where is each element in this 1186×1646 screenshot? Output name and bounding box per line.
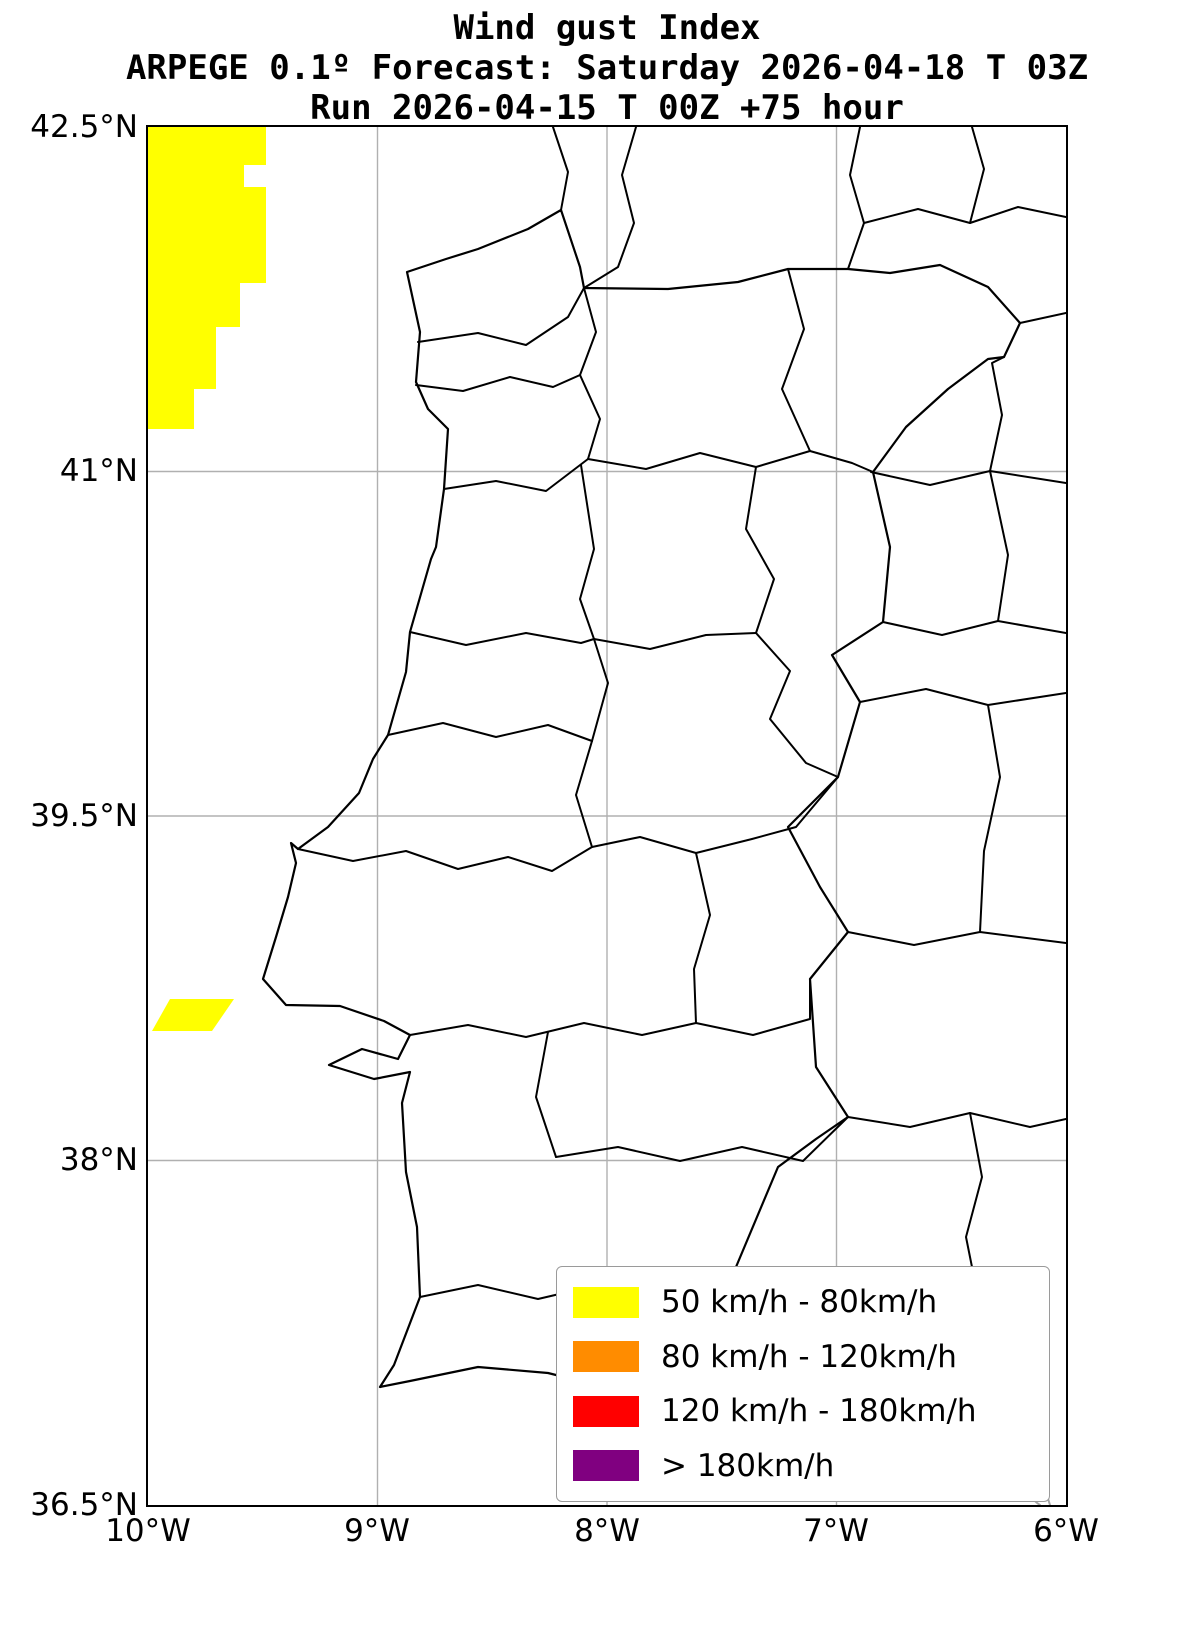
wind-gust-area-northwest — [148, 127, 266, 429]
chart-subtitle-run: Run 2026-04-15 T 00Z +75 hour — [310, 88, 904, 128]
legend-swatch-red — [573, 1395, 639, 1427]
wind-gust-area-west — [152, 999, 234, 1031]
x-tick-label-10w: 10°W — [105, 1513, 191, 1549]
legend-item: 80 km/h - 120km/h — [573, 1339, 1039, 1375]
map-plot-area: 50 km/h - 80km/h 80 km/h - 120km/h 120 k… — [146, 125, 1068, 1507]
y-tick-label-41n: 41°N — [59, 453, 138, 489]
portugal-district-borders — [297, 268, 874, 1300]
legend-swatch-yellow — [573, 1286, 639, 1318]
chart-title-block: Wind gust Index ARPEGE 0.1º Forecast: Sa… — [126, 8, 1088, 128]
legend-swatch-purple — [573, 1450, 639, 1482]
chart-title: Wind gust Index — [453, 8, 761, 48]
chart-subtitle-forecast: ARPEGE 0.1º Forecast: Saturday 2026-04-1… — [125, 48, 1089, 88]
legend-label: 80 km/h - 120km/h — [661, 1338, 957, 1375]
x-tick-label-8w: 8°W — [574, 1513, 640, 1549]
latlon-gridlines — [148, 127, 1066, 1505]
portugal-outline — [261, 208, 1022, 1395]
wind-gust-shaded-areas — [148, 127, 266, 1031]
legend-item: > 180km/h — [573, 1448, 1039, 1484]
legend-label: > 180km/h — [661, 1447, 835, 1484]
spain-province-borders — [552, 127, 1066, 1298]
y-tick-label-38n: 38°N — [59, 1142, 138, 1178]
legend-item: 50 km/h - 80km/h — [573, 1284, 1039, 1320]
legend-item: 120 km/h - 180km/h — [573, 1393, 1039, 1429]
x-tick-label-6w: 6°W — [1033, 1513, 1099, 1549]
legend-label: 50 km/h - 80km/h — [661, 1284, 938, 1321]
y-tick-label-39-5n: 39.5°N — [30, 798, 138, 834]
legend-label: 120 km/h - 180km/h — [661, 1393, 977, 1430]
y-tick-label-36-5n: 36.5°N — [30, 1487, 138, 1523]
y-tick-label-42-5n: 42.5°N — [30, 109, 138, 145]
x-tick-label-9w: 9°W — [344, 1513, 410, 1549]
legend-swatch-orange — [573, 1341, 639, 1373]
x-tick-label-7w: 7°W — [803, 1513, 869, 1549]
legend: 50 km/h - 80km/h 80 km/h - 120km/h 120 k… — [556, 1266, 1050, 1502]
